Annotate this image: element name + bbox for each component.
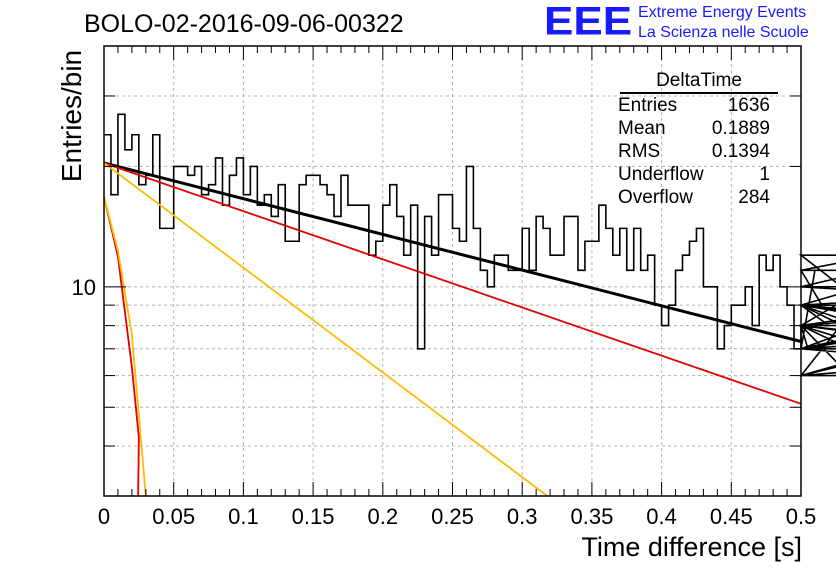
x-tick-label: 0.2 xyxy=(368,504,399,529)
stats-row-overflow: Overflow 284 xyxy=(612,186,778,209)
logo-line-2: La Scienza nelle Scuole xyxy=(638,24,809,41)
logo-line-1: Extreme Energy Events xyxy=(638,4,807,21)
stats-value: 284 xyxy=(738,187,770,208)
stats-box: DeltaTime Entries 1636 Mean 0.1889 RMS 0… xyxy=(612,70,778,209)
x-tick-label: 0.5 xyxy=(786,504,817,529)
x-tick-label: 0.4 xyxy=(646,504,677,529)
stats-row-underflow: Underflow 1 xyxy=(612,163,778,186)
chart-title: BOLO-02-2016-09-06-00322 xyxy=(84,10,404,38)
x-tick-label: 0.3 xyxy=(507,504,538,529)
stats-value: 0.1394 xyxy=(711,141,770,162)
x-tick-label: 0.45 xyxy=(710,504,753,529)
stats-label: Underflow xyxy=(618,164,704,185)
fit-line-4 xyxy=(103,196,147,497)
fit-line-0 xyxy=(103,161,802,343)
stats-label: Entries xyxy=(618,95,678,116)
y-axis-label: Entries/bin xyxy=(56,49,87,183)
fit-line-1 xyxy=(103,162,802,405)
stats-label: RMS xyxy=(618,141,661,162)
x-tick-label: 0.1 xyxy=(228,504,259,529)
x-axis-label: Time difference [s] xyxy=(581,532,802,562)
x-tick-label: 0.15 xyxy=(292,504,335,529)
fit-line-2 xyxy=(103,162,548,497)
x-tick-label: 0.35 xyxy=(570,504,613,529)
stats-row-rms: RMS 0.1394 xyxy=(612,140,778,163)
stats-label: Overflow xyxy=(618,187,693,208)
grid-lines xyxy=(104,45,801,497)
fit-lines xyxy=(103,161,802,497)
tick-labels: 0 0.05 0.1 0.15 0.2 0.25 0.3 0.35 0.4 0.45 0.5 10 xyxy=(72,275,817,529)
axis-ticks xyxy=(103,45,802,497)
fit-line-3 xyxy=(103,196,140,497)
stats-row-entries: Entries 1636 xyxy=(612,94,778,117)
y-tick-label: 10 xyxy=(72,275,96,300)
stats-value: 1 xyxy=(759,164,770,185)
stats-value: 1636 xyxy=(727,95,770,116)
stats-row-mean: Mean 0.1889 xyxy=(612,117,778,140)
stats-title: DeltaTime xyxy=(620,70,778,94)
x-tick-label: 0.05 xyxy=(152,504,195,529)
stats-label: Mean xyxy=(618,118,666,139)
stats-value: 0.1889 xyxy=(711,118,770,139)
x-tick-label: 0.25 xyxy=(431,504,474,529)
x-tick-label: 0 xyxy=(98,504,110,529)
eee-logo: EEE xyxy=(544,0,633,44)
